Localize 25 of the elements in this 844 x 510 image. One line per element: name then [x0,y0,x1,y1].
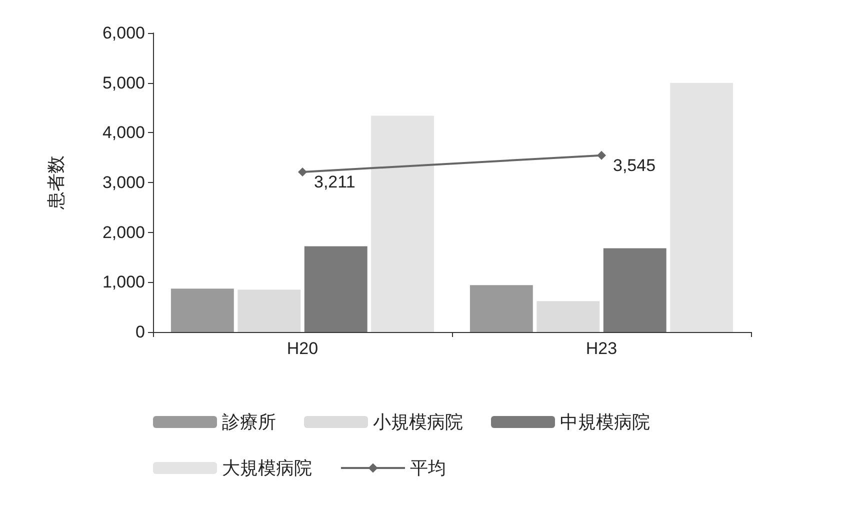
y-tick-label: 6,000 [102,24,145,42]
legend-label: 小規模病院 [373,412,463,432]
legend-label: 診療所 [222,412,276,432]
bar [670,82,734,332]
bar [536,301,600,332]
y-tick-label: 5,000 [102,73,145,92]
x-tick-label: H23 [586,339,618,358]
y-tick-label: 0 [136,322,145,342]
legend-label: 大規模病院 [222,458,312,478]
bar [371,116,434,332]
legend-label: 中規模病院 [560,412,650,432]
bar [470,285,533,332]
bar [238,290,301,332]
bar [304,246,368,332]
data-label: 3,545 [613,156,656,175]
bar [170,288,234,332]
y-tick-label: 1,000 [102,272,145,292]
bar [603,248,666,332]
legend-label: 平均 [410,458,446,478]
x-tick-label: H20 [286,339,318,358]
y-tick-label: 2,000 [102,222,145,242]
y-tick-label: 4,000 [102,123,145,142]
data-label: 3,211 [314,172,356,192]
y-axis-title: 患者数 [46,156,66,210]
y-tick-label: 3,000 [102,173,145,192]
